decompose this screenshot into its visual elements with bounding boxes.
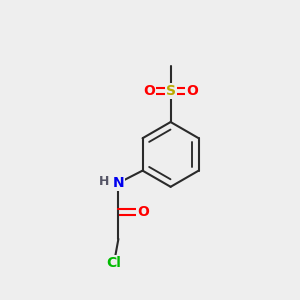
Text: O: O: [137, 206, 149, 219]
Text: H: H: [99, 175, 110, 188]
Text: O: O: [143, 84, 155, 98]
Text: S: S: [166, 84, 176, 98]
Text: N: N: [112, 176, 124, 190]
Text: O: O: [186, 84, 198, 98]
Text: Cl: Cl: [106, 256, 122, 270]
